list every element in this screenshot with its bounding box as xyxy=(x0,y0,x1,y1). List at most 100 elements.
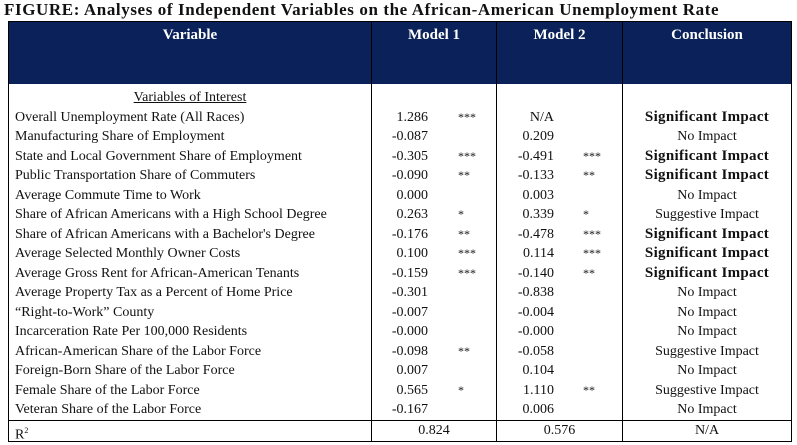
table-cell-model1: -0.176 ** xyxy=(372,225,496,245)
conclusion-cell: Significant Impact xyxy=(644,264,770,281)
conclusion-cell: No Impact xyxy=(677,187,737,203)
significance-stars: *** xyxy=(458,148,476,163)
coefficient: -0.000 xyxy=(517,324,554,339)
significance-stars: *** xyxy=(583,148,601,163)
header-variable: Variable xyxy=(9,22,372,84)
coefficient: -0.098 xyxy=(391,343,428,359)
conclusion-cell: Suggestive Impact xyxy=(655,207,759,222)
table-cell-model2: -0.000 xyxy=(497,322,622,342)
coefficient: -0.838 xyxy=(517,285,554,300)
table-cell-model1: -0.167 xyxy=(372,400,496,420)
significance-stars: *** xyxy=(458,246,476,260)
model1-column: 1.286 *** -0.087 -0.305 *** -0.090 ** 0.000 0.26… xyxy=(372,84,497,420)
coefficient: -0.301 xyxy=(391,285,428,300)
coefficient: -0.176 xyxy=(391,226,428,242)
significance-stars: * xyxy=(583,207,589,221)
coefficient: 1.110 xyxy=(523,382,554,398)
coefficient: -0.159 xyxy=(391,265,428,281)
table-cell-model2: 0.114 *** xyxy=(497,244,622,264)
table-cell-model2: -0.058 xyxy=(497,342,622,362)
r2-model2: 0.576 xyxy=(497,420,623,441)
table-cell-model1: 0.100 *** xyxy=(372,244,496,264)
coefficient: 0.104 xyxy=(522,363,555,378)
header-model1: Model 1 xyxy=(372,22,497,84)
variable-name: State and Local Government Share of Empl… xyxy=(15,148,302,164)
coefficient: 0.007 xyxy=(396,363,429,378)
conclusion-cell: Significant Impact xyxy=(644,108,770,125)
figure-title: FIGURE: Analyses of Independent Variable… xyxy=(4,0,720,19)
variable-column: Variables of Interest Overall Unemployme… xyxy=(9,84,372,420)
coefficient: 0.263 xyxy=(396,207,429,222)
significance-stars: * xyxy=(458,207,464,221)
table-cell-model2: -0.133 ** xyxy=(497,166,622,186)
significance-stars: *** xyxy=(458,109,476,124)
significance-stars: ** xyxy=(458,168,470,182)
r-squared-row: R2 0.824 0.576 N/A xyxy=(9,419,791,443)
conclusion-cell: No Impact xyxy=(677,285,737,300)
significance-stars: ** xyxy=(583,265,595,280)
header-conclusion: Conclusion xyxy=(671,27,743,43)
variable-name: Female Share of the Labor Force xyxy=(15,382,200,398)
table-cell-model2: N/A xyxy=(497,108,622,128)
coefficient: -0.087 xyxy=(391,129,428,144)
variable-name: Manufacturing Share of Employment xyxy=(15,129,225,144)
table-cell-model1: 0.565 * xyxy=(372,381,496,401)
variable-name: Average Selected Monthly Owner Costs xyxy=(15,246,241,261)
variable-name: Share of African Americans with a Bachel… xyxy=(15,226,315,242)
coefficient: -0.140 xyxy=(517,265,554,281)
table-cell-model1: -0.000 xyxy=(372,322,496,342)
significance-stars: ** xyxy=(458,226,470,241)
coefficient: 1.286 xyxy=(396,109,429,125)
table-cell-model2: 0.339 * xyxy=(497,205,622,225)
coefficient: 0.003 xyxy=(522,187,555,203)
table-cell-model2: -0.838 xyxy=(497,283,622,303)
r2-sup: 2 xyxy=(24,425,29,435)
model2-column: N/A 0.209 -0.491 *** -0.133 ** 0.003 0.339 * -0.4… xyxy=(497,84,623,420)
conclusion-cell: No Impact xyxy=(677,402,737,417)
coefficient: -0.058 xyxy=(517,343,554,359)
table-cell-model2: 0.006 xyxy=(497,400,622,420)
variable-name: Average Gross Rent for African-American … xyxy=(15,265,300,281)
coefficient: 0.100 xyxy=(396,246,429,261)
conclusion-cell: No Impact xyxy=(677,129,737,144)
conclusion-cell: Significant Impact xyxy=(644,245,770,261)
table-cell-model1: -0.301 xyxy=(372,283,496,303)
conclusion-cell: Significant Impact xyxy=(644,225,770,242)
coefficient: -0.007 xyxy=(391,304,428,320)
table-cell-model1: -0.305 *** xyxy=(372,147,496,167)
variable-name: African-American Share of the Labor Forc… xyxy=(15,343,262,359)
table-cell-model2: 1.110 ** xyxy=(497,381,622,401)
table-cell-model1: 0.000 xyxy=(372,186,496,206)
coefficient: -0.491 xyxy=(517,148,554,164)
variable-name: Average Commute Time to Work xyxy=(15,187,201,203)
table-cell-model1: -0.090 ** xyxy=(372,166,496,186)
variable-name: Overall Unemployment Rate (All Races) xyxy=(15,109,245,125)
table-cell-model2: -0.478 *** xyxy=(497,225,622,245)
significance-stars: ** xyxy=(583,168,595,182)
variable-name: Incarceration Rate Per 100,000 Residents xyxy=(15,324,248,339)
conclusion-column: Significant Impact No Impact Significant I… xyxy=(623,84,791,420)
table-cell-model2: -0.004 xyxy=(497,303,622,323)
significance-stars: ** xyxy=(583,382,595,397)
coefficient: -0.478 xyxy=(517,226,554,242)
conclusion-cell: No Impact xyxy=(677,324,737,339)
r2-label: R xyxy=(15,427,25,443)
significance-stars: *** xyxy=(583,246,601,260)
table-cell-model1: 0.263 * xyxy=(372,205,496,225)
coefficient: -0.004 xyxy=(517,304,554,320)
variable-name: Share of African Americans with a High S… xyxy=(15,207,327,222)
conclusion-cell: Suggestive Impact xyxy=(655,382,759,398)
conclusion-cell: Suggestive Impact xyxy=(655,343,759,359)
table-cell-model2: -0.140 ** xyxy=(497,264,622,284)
table-cell-model2: 0.209 xyxy=(497,127,622,147)
coefficient: 0.000 xyxy=(396,187,429,203)
significance-stars: *** xyxy=(458,265,476,280)
coefficient: -0.167 xyxy=(391,402,428,417)
variable-name: Foreign-Born Share of the Labor Force xyxy=(15,363,235,378)
coefficient: N/A xyxy=(529,109,554,125)
variable-name: “Right-to-Work” County xyxy=(15,304,155,320)
coefficient: -0.090 xyxy=(391,168,428,183)
table-cell-model1: 1.286 *** xyxy=(372,108,496,128)
header-model2: Model 2 xyxy=(497,22,623,84)
conclusion-cell: Significant Impact xyxy=(644,167,770,183)
